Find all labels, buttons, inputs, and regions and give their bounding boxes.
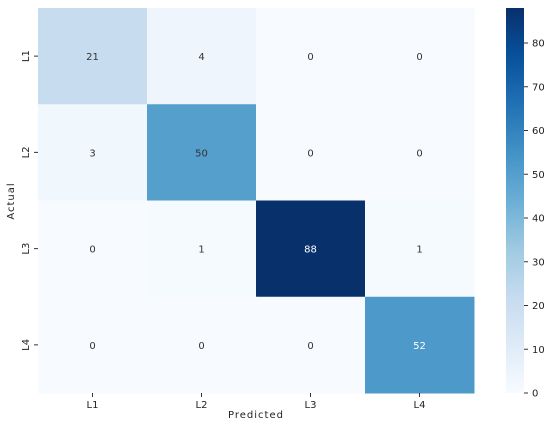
- colorbar-tick-label: 40: [532, 214, 545, 225]
- colorbar-tick-label: 80: [532, 39, 545, 50]
- colorbar-tick-label: 30: [532, 257, 545, 268]
- cell-value-label: 1: [198, 245, 204, 256]
- cell-value-label: 0: [416, 52, 422, 63]
- cell-value-label: 0: [307, 52, 313, 63]
- heatmap-cell: [38, 296, 148, 394]
- heatmap-cell: [256, 296, 366, 394]
- colorbar-tick-label: 60: [532, 126, 545, 137]
- cell-value-label: 3: [89, 148, 95, 159]
- colorbar-tick-label: 20: [532, 301, 545, 312]
- cell-value-label: 1: [416, 245, 422, 256]
- cell-value-label: 0: [307, 148, 313, 159]
- x-axis-ticks: L1 L2 L3 L4: [87, 393, 426, 411]
- x-tick-label: L4: [414, 400, 426, 411]
- heatmap-cell: [38, 8, 148, 105]
- cell-value-label: 0: [89, 341, 95, 352]
- heatmap-cell: [256, 200, 366, 298]
- cell-value-label: 52: [413, 341, 426, 352]
- cell-value-label: 21: [86, 52, 99, 63]
- heatmap-cell-labels: 21 4 0 0 3 50 0 0 0 1 88 1 0 0 0 52: [86, 52, 426, 352]
- cell-value-label: 0: [416, 148, 422, 159]
- heatmap-cell: [256, 8, 366, 105]
- colorbar-tick-label: 10: [532, 345, 545, 356]
- heatmap-cell: [365, 200, 475, 298]
- y-tick-label: L2: [21, 146, 32, 158]
- y-tick-label: L1: [21, 50, 32, 62]
- y-axis-ticks: L1 L2 L3 L4: [21, 50, 38, 351]
- x-tick-label: L1: [87, 400, 99, 411]
- heatmap-cell: [147, 296, 257, 394]
- heatmap-cell: [147, 200, 257, 298]
- y-axis-title: Actual: [6, 182, 17, 219]
- cell-value-label: 50: [195, 148, 208, 159]
- y-tick-label: L3: [21, 243, 32, 255]
- x-tick-label: L3: [305, 400, 317, 411]
- heatmap-cell: [38, 200, 148, 298]
- cell-value-label: 0: [89, 245, 95, 256]
- heatmap-cell: [365, 8, 475, 105]
- heatmap-cell: [38, 104, 148, 201]
- x-axis-title: Predicted: [228, 410, 284, 421]
- y-tick-label: L4: [21, 339, 32, 351]
- cell-value-label: 0: [307, 341, 313, 352]
- cell-value-label: 0: [198, 341, 204, 352]
- cell-value-label: 4: [198, 52, 204, 63]
- colorbar-tick-label: 50: [532, 170, 545, 181]
- colorbar-tick-label: 0: [532, 389, 538, 400]
- heatmap-cell: [147, 8, 257, 105]
- cell-value-label: 88: [304, 245, 317, 256]
- heatmap-cell: [365, 104, 475, 201]
- colorbar-tick-label: 70: [532, 82, 545, 93]
- x-tick-label: L2: [196, 400, 208, 411]
- heatmap-cell: [256, 104, 366, 201]
- colorbar-ticks: 0 10 20 30 40 50 60 70 80: [524, 39, 545, 400]
- colorbar: [506, 8, 524, 393]
- heatmap-cell: [365, 296, 475, 394]
- heatmap-cell: [147, 104, 257, 201]
- heatmap-cells: [38, 8, 475, 394]
